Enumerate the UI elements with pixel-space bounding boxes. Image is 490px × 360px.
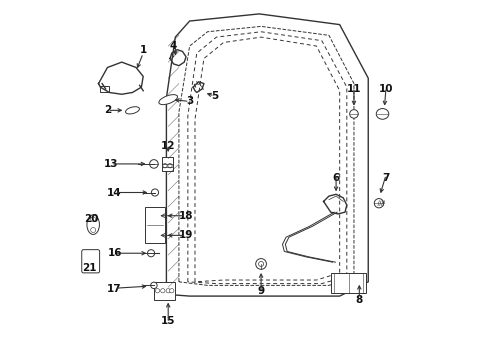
Text: 6: 6 [333,173,340,183]
Text: 11: 11 [347,84,361,94]
Text: 3: 3 [186,96,193,107]
Circle shape [91,228,96,233]
Text: 18: 18 [179,211,194,221]
Ellipse shape [87,215,99,234]
FancyBboxPatch shape [100,86,109,93]
Text: 5: 5 [211,91,218,101]
Text: 8: 8 [356,295,363,305]
FancyBboxPatch shape [154,282,175,300]
Circle shape [170,289,174,293]
Circle shape [91,217,96,222]
Circle shape [155,289,160,293]
Circle shape [161,289,165,293]
Circle shape [149,231,159,240]
Circle shape [151,282,157,289]
Text: 4: 4 [170,41,177,51]
Text: 2: 2 [104,105,111,115]
Circle shape [149,211,159,220]
Text: 9: 9 [258,286,265,296]
Text: 20: 20 [84,214,98,224]
Text: 7: 7 [382,173,390,183]
Text: 14: 14 [107,188,122,198]
Circle shape [163,163,167,168]
FancyBboxPatch shape [162,157,173,171]
Circle shape [374,199,384,208]
FancyBboxPatch shape [145,207,165,243]
FancyBboxPatch shape [82,249,99,273]
Circle shape [149,159,158,168]
Text: 13: 13 [104,159,118,169]
Ellipse shape [159,95,177,105]
FancyBboxPatch shape [331,273,367,293]
Circle shape [168,163,172,168]
Text: 17: 17 [107,284,122,294]
Circle shape [166,289,171,293]
Circle shape [350,110,358,118]
Text: 10: 10 [379,84,393,94]
Ellipse shape [376,109,389,119]
Text: 15: 15 [161,316,175,326]
Text: 19: 19 [179,230,193,240]
Circle shape [259,261,264,266]
Text: 16: 16 [107,248,122,258]
Circle shape [256,258,267,269]
Text: 1: 1 [140,45,147,55]
Circle shape [147,249,155,257]
Text: 12: 12 [161,141,175,151]
Ellipse shape [125,107,140,114]
Circle shape [151,189,159,196]
Text: 21: 21 [82,262,97,273]
